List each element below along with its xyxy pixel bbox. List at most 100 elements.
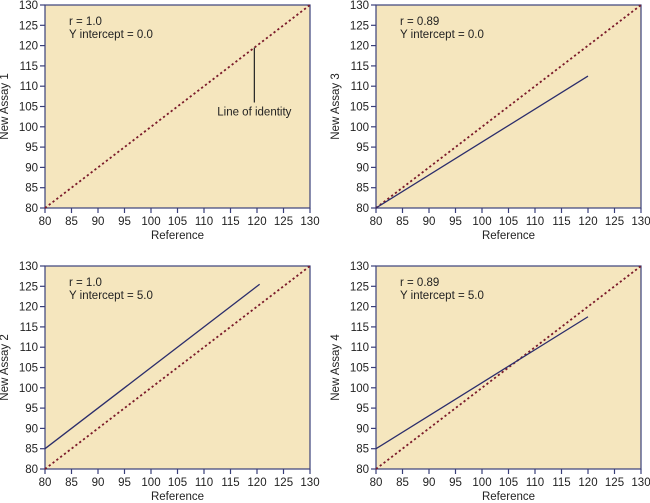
y-tick-label: 85: [25, 183, 38, 195]
y-tick-label: 95: [356, 403, 369, 415]
x-tick-label: 85: [396, 477, 409, 489]
x-tick-label: 85: [65, 216, 78, 228]
x-tick-label: 120: [247, 216, 266, 228]
stat-annotation: Y intercept = 0.0: [400, 29, 484, 41]
x-tick-label: 110: [526, 477, 544, 489]
stat-annotation: r = 0.89: [400, 16, 439, 28]
x-tick-label: 120: [247, 477, 266, 489]
y-tick-label: 100: [19, 383, 38, 395]
x-tick-label: 95: [449, 477, 462, 489]
x-tick-label: 80: [39, 216, 52, 228]
callout-label-line-of-identity: Line of identity: [217, 107, 291, 119]
y-tick-label: 120: [19, 302, 38, 314]
x-tick-label: 115: [221, 216, 239, 228]
y-tick-label: 125: [350, 20, 369, 32]
x-tick-label: 95: [118, 216, 131, 228]
x-tick-label: 130: [631, 477, 650, 489]
x-tick-label: 100: [472, 216, 491, 228]
y-tick-label: 90: [356, 423, 369, 435]
y-tick-label: 105: [19, 102, 38, 114]
stat-annotation: Y intercept = 5.0: [69, 290, 153, 302]
x-axis-label: Reference: [151, 230, 204, 242]
y-tick-label: 110: [351, 81, 369, 93]
stat-annotation: Y intercept = 5.0: [400, 290, 484, 302]
stat-annotation: r = 1.0: [69, 16, 102, 28]
x-tick-label: 125: [605, 216, 624, 228]
y-tick-label: 105: [350, 363, 369, 375]
y-tick-label: 130: [19, 261, 38, 273]
plot-area: [44, 4, 311, 209]
y-axis-label: New Assay 1: [0, 73, 11, 139]
x-tick-label: 130: [300, 216, 319, 228]
x-tick-label: 105: [168, 216, 187, 228]
y-tick-label: 80: [25, 464, 38, 476]
panel-assay3: 80 85 90 95 100 105 110 115 120 125 130 80 85 90 95 100…: [330, 0, 650, 242]
x-tick-label: 110: [195, 216, 213, 228]
y-tick-label: 110: [20, 81, 38, 93]
y-tick-label: 95: [25, 142, 38, 154]
x-tick-label: 125: [274, 216, 293, 228]
x-tick-label: 130: [300, 477, 319, 489]
x-tick-label: 85: [396, 216, 409, 228]
y-tick-label: 80: [356, 464, 369, 476]
x-axis-label: Reference: [482, 491, 535, 503]
y-tick-label: 90: [25, 423, 38, 435]
x-tick-label: 80: [39, 477, 52, 489]
y-tick-label: 130: [350, 261, 369, 273]
y-tick-label: 115: [20, 322, 38, 334]
x-tick-label: 130: [631, 216, 650, 228]
y-tick-label: 115: [20, 61, 38, 73]
y-tick-label: 100: [350, 122, 369, 134]
x-axis-label: Reference: [482, 230, 535, 242]
y-tick-label: 125: [19, 281, 38, 293]
y-tick-label: 85: [25, 444, 38, 456]
y-tick-label: 105: [350, 102, 369, 114]
y-tick-label: 80: [356, 203, 369, 215]
y-tick-label: 120: [350, 302, 369, 314]
y-tick-label: 95: [356, 142, 369, 154]
y-axis-label: New Assay 3: [330, 73, 342, 139]
y-axis-label: New Assay 4: [330, 334, 342, 401]
x-tick-label: 100: [141, 216, 160, 228]
y-tick-label: 125: [19, 20, 38, 32]
x-tick-label: 105: [499, 477, 518, 489]
plot-area: [375, 265, 642, 470]
regression-line: [375, 75, 589, 209]
y-tick-label: 85: [356, 183, 369, 195]
y-tick-label: 120: [350, 41, 369, 53]
x-tick-label: 110: [526, 216, 544, 228]
y-tick-label: 130: [350, 0, 369, 12]
x-tick-label: 115: [221, 477, 239, 489]
x-tick-label: 120: [578, 216, 597, 228]
x-tick-label: 100: [141, 477, 160, 489]
x-tick-label: 90: [423, 477, 436, 489]
panel-assay2: 80 85 90 95 100 105 110 115 120 125 130 80 85 90 95 100…: [0, 261, 320, 503]
y-tick-label: 125: [350, 281, 369, 293]
y-tick-label: 115: [351, 61, 369, 73]
y-tick-label: 100: [19, 122, 38, 134]
x-tick-label: 120: [578, 477, 597, 489]
y-tick-label: 120: [19, 41, 38, 53]
y-tick-label: 115: [351, 322, 369, 334]
y-tick-label: 110: [20, 342, 38, 354]
x-tick-label: 110: [195, 477, 213, 489]
x-tick-label: 95: [118, 477, 131, 489]
stat-annotation: r = 1.0: [69, 277, 102, 289]
y-tick-label: 80: [25, 203, 38, 215]
y-tick-label: 85: [356, 444, 369, 456]
y-axis-label: New Assay 2: [0, 334, 11, 400]
x-tick-label: 85: [65, 477, 78, 489]
stat-annotation: Y intercept = 0.0: [69, 29, 153, 41]
x-tick-label: 115: [552, 216, 570, 228]
x-tick-label: 80: [370, 477, 383, 489]
plot-area: [44, 265, 311, 470]
x-tick-label: 100: [472, 477, 491, 489]
y-tick-label: 105: [19, 363, 38, 375]
x-tick-label: 115: [552, 477, 570, 489]
x-tick-label: 95: [449, 216, 462, 228]
panel-assay4: 80 85 90 95 100 105 110 115 120 125 130 80 85 90 95 100…: [330, 261, 650, 503]
y-tick-label: 90: [25, 162, 38, 174]
x-tick-label: 125: [605, 477, 624, 489]
stat-annotation: r = 0.89: [400, 277, 439, 289]
